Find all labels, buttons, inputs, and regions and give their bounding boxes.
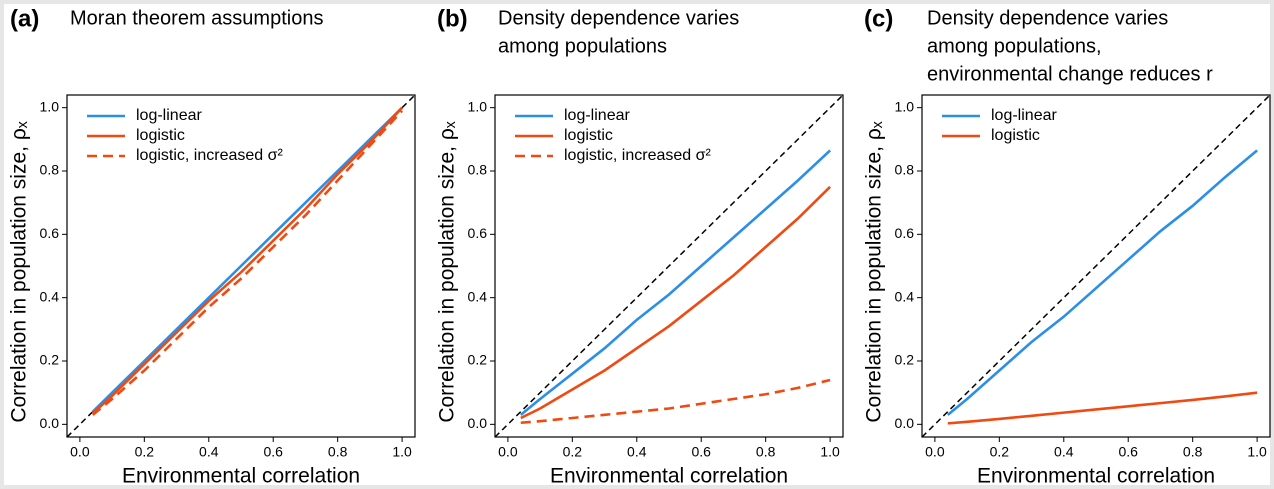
x-axis-label: Environmental correlation [977, 465, 1215, 488]
legend-label: logistic [991, 127, 1040, 144]
x-tick-label: 0.8 [756, 444, 776, 460]
x-tick-label: 0.2 [563, 444, 583, 460]
y-tick-label: 0.4 [40, 288, 60, 304]
panel-title: among populations, [927, 35, 1102, 57]
x-tick-label: 0.8 [328, 444, 348, 460]
legend-label: log-linear [564, 107, 630, 124]
x-tick-label: 0.6 [1118, 444, 1138, 460]
y-tick-label: 0.2 [895, 352, 915, 368]
panel: (b) Density dependence varies among popula… [436, 5, 844, 488]
panel-title: environmental change reduces r [927, 63, 1213, 85]
y-axis-label: Correlation in population size, ρₓ [8, 121, 31, 422]
y-tick-label: 0.8 [40, 162, 60, 178]
x-tick-label: 0.2 [990, 444, 1010, 460]
plot-box [494, 94, 844, 438]
panel: (a) Moran theorem assumptions 0.0 0.2 0.4 0.6… [8, 5, 416, 488]
identity-line [494, 94, 844, 438]
panel: (c) Density dependence varies among popula… [863, 5, 1271, 488]
x-tick-label: 0.4 [199, 444, 219, 460]
y-tick-label: 0.8 [895, 162, 915, 178]
x-tick-label: 0.0 [925, 444, 945, 460]
plot-box [921, 94, 1271, 438]
y-tick-label: 0.2 [40, 352, 60, 368]
y-axis-label: Correlation in population size, ρₓ [863, 121, 886, 422]
panel-title: Density dependence varies [498, 7, 739, 29]
y-tick-label: 1.0 [895, 98, 915, 114]
panel-label: (b) [437, 5, 468, 32]
panel-label: (a) [10, 5, 39, 32]
legend-label: logistic, increased σ² [564, 147, 711, 164]
y-tick-label: 1.0 [468, 98, 488, 114]
y-tick-label: 0.6 [40, 225, 60, 241]
legend-label: log-linear [136, 107, 202, 124]
y-axis-label: Correlation in population size, ρₓ [436, 121, 459, 422]
series-line [519, 149, 831, 416]
y-tick-label: 0.6 [895, 225, 915, 241]
legend-label: logistic, increased σ² [136, 147, 283, 164]
series-line [91, 106, 404, 415]
y-tick-label: 0.6 [468, 225, 488, 241]
y-tick-label: 0.0 [468, 415, 488, 431]
x-tick-label: 0.6 [691, 444, 711, 460]
x-tick-label: 0.0 [70, 444, 90, 460]
y-tick-label: 0.0 [40, 415, 60, 431]
panel-label: (c) [864, 5, 893, 32]
series-line [91, 106, 404, 413]
x-axis-label: Environmental correlation [550, 465, 788, 488]
x-axis-label: Environmental correlation [122, 465, 360, 488]
plot-box [66, 94, 416, 438]
x-tick-label: 0.8 [1183, 444, 1203, 460]
series-line [91, 109, 404, 416]
series-line [520, 378, 831, 425]
panel-title: among populations [498, 35, 667, 57]
legend-label: logistic [136, 127, 185, 144]
x-tick-label: 0.4 [627, 444, 647, 460]
series-line [520, 185, 832, 420]
y-tick-label: 0.2 [468, 352, 488, 368]
y-tick-label: 0.4 [468, 288, 488, 304]
x-tick-label: 0.4 [1054, 444, 1074, 460]
identity-line [921, 94, 1271, 438]
series-line [946, 149, 1258, 416]
x-tick-label: 1.0 [1247, 444, 1267, 460]
y-tick-label: 1.0 [40, 98, 60, 114]
x-tick-label: 0.0 [498, 444, 518, 460]
x-tick-label: 0.2 [135, 444, 155, 460]
y-tick-label: 0.0 [895, 415, 915, 431]
x-tick-label: 1.0 [820, 444, 840, 460]
y-tick-label: 0.8 [468, 162, 488, 178]
legend-label: log-linear [991, 107, 1057, 124]
panel-title: Density dependence varies [927, 7, 1168, 29]
y-tick-label: 0.4 [895, 288, 915, 304]
x-tick-label: 1.0 [392, 444, 412, 460]
panel-title: Moran theorem assumptions [70, 7, 323, 29]
series-line [947, 391, 1258, 425]
x-tick-label: 0.6 [263, 444, 283, 460]
legend-label: logistic [564, 127, 613, 144]
